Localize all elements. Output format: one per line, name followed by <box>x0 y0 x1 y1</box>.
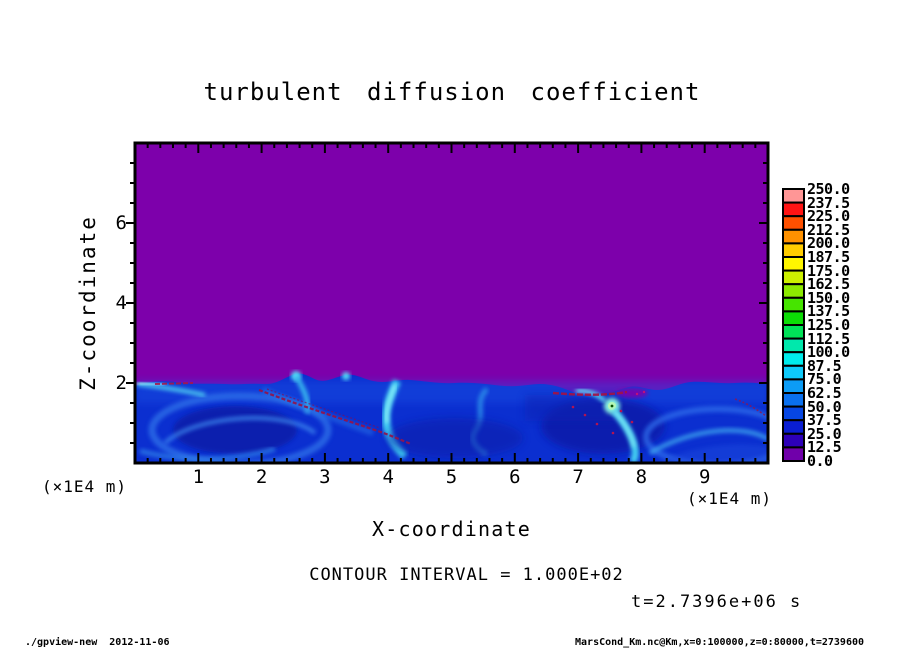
colorbar-box <box>782 392 805 408</box>
colorbar-label: 175.0 <box>807 261 850 280</box>
colorbar-label: 112.5 <box>807 329 850 348</box>
colorbar-label: 25.0 <box>807 424 842 443</box>
x-tick-label: 7 <box>572 466 584 488</box>
colorbar-label: 125.0 <box>807 316 850 334</box>
colorbar-box <box>782 310 805 327</box>
colorbar-label: 100.0 <box>807 343 850 362</box>
z-tick-label: 6 <box>115 212 127 234</box>
heatmap-field <box>135 143 768 463</box>
colorbar-box <box>782 296 805 313</box>
x-tick-label: 6 <box>509 466 521 488</box>
colorbar-box <box>782 364 805 381</box>
colorbar-box <box>782 337 805 354</box>
colorbar <box>782 188 805 462</box>
high-value-filaments <box>154 382 767 446</box>
x-tick-label: 9 <box>698 466 711 488</box>
colorbar-label: 250.0 <box>807 180 850 198</box>
colorbar-label: 12.5 <box>807 438 842 457</box>
x-tick-label: 1 <box>192 466 205 488</box>
contour-interval-note: CONTOUR INTERVAL = 1.000E+02 <box>309 565 624 585</box>
x-tick-label: 3 <box>319 466 331 488</box>
colorbar-box <box>782 446 805 462</box>
colorbar-label: 200.0 <box>807 234 850 253</box>
colorbar-box <box>782 201 805 218</box>
colorbar-label: 162.5 <box>807 275 850 294</box>
colorbar-box <box>782 419 805 435</box>
colorbar-box <box>782 228 805 245</box>
colorbar-label: 50.0 <box>807 397 842 416</box>
x-axis-label: X-coordinate <box>372 517 531 541</box>
colorbar-box <box>782 405 805 422</box>
x-tick-label: 4 <box>382 466 394 488</box>
colorbar-box <box>782 269 805 286</box>
plot-frame <box>133 141 770 465</box>
colorbar-label: 212.5 <box>807 220 850 239</box>
colorbar-label: 237.5 <box>807 193 850 212</box>
z-tick-label: 4 <box>115 292 127 314</box>
colorbar-label: 0.0 <box>807 452 833 470</box>
footer-program-info: ./gpview-new 2012-11-06 <box>25 637 170 648</box>
colorbar-label: 87.5 <box>807 356 842 375</box>
time-annotation: t=2.7396e+06 s <box>631 592 803 612</box>
turbulence-field <box>135 371 768 463</box>
colorbar-label: 62.5 <box>807 384 842 402</box>
colorbar-box <box>782 324 805 340</box>
x-tick-label: 5 <box>445 466 458 488</box>
colorbar-label: 75.0 <box>807 370 842 389</box>
heatmap-plot <box>126 141 770 465</box>
x-tick-label: 2 <box>255 466 268 488</box>
colorbar-box <box>782 378 805 394</box>
x-axis-unit: (×1E4 m) <box>687 489 773 508</box>
colorbar-box <box>782 256 805 272</box>
colorbar-box <box>782 188 805 204</box>
z-axis-unit: (×1E4 m) <box>42 477 128 496</box>
page-title: turbulent diffusion coefficient <box>203 78 701 106</box>
colorbar-box <box>782 215 805 231</box>
z-axis-label: Z-coordinate <box>76 215 100 391</box>
colorbar-box <box>782 283 805 299</box>
colorbar-label: 137.5 <box>807 302 850 321</box>
colorbar-box <box>782 432 805 449</box>
colorbar-label: 150.0 <box>807 288 850 307</box>
colorbar-label: 37.5 <box>807 411 842 430</box>
colorbar-box <box>782 242 805 259</box>
footer-dataset-info: MarsCond_Km.nc@Km,x=0:100000,z=0:80000,t… <box>575 637 864 648</box>
colorbar-label: 187.5 <box>807 248 850 266</box>
colorbar-label: 225.0 <box>807 207 850 226</box>
x-tick-label: 8 <box>635 466 648 488</box>
z-tick-label: 2 <box>115 372 127 394</box>
colorbar-box <box>782 351 805 367</box>
